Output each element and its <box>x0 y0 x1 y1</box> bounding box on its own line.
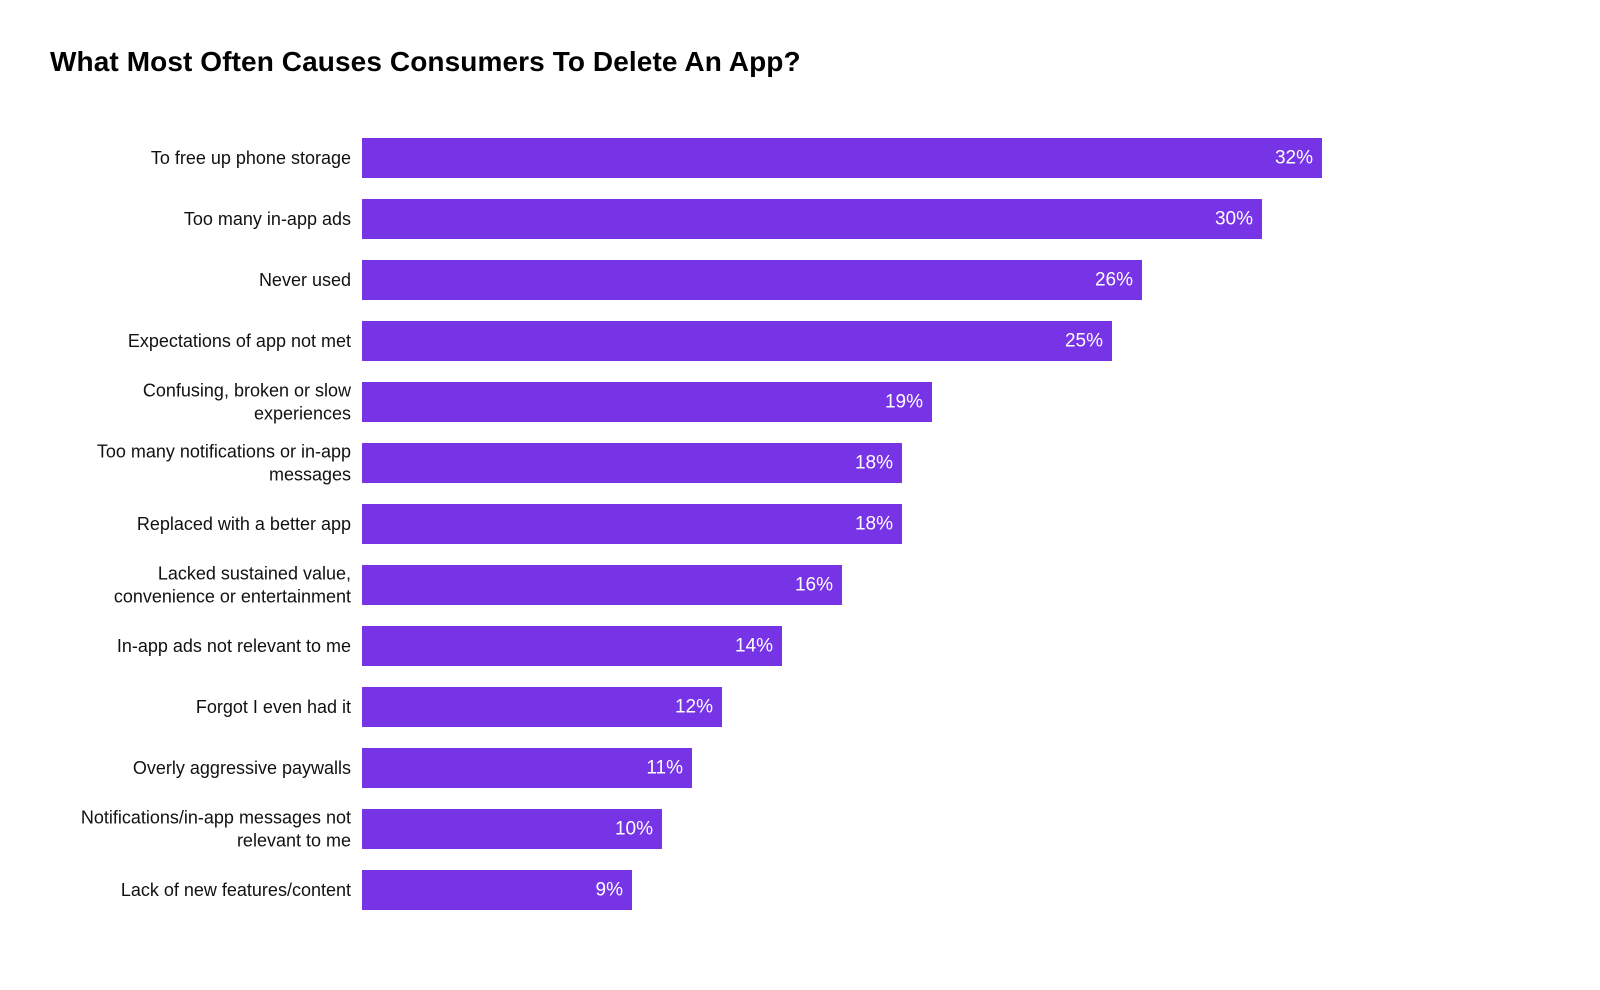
bar <box>362 138 1322 178</box>
bar-value-label: 10% <box>615 819 653 840</box>
category-label: Too many notifications or in-app messages <box>97 442 351 485</box>
bar <box>362 565 842 605</box>
category-label: In-app ads not relevant to me <box>117 636 351 656</box>
bar <box>362 443 902 483</box>
bar-value-label: 32% <box>1275 148 1313 169</box>
bar-value-label: 18% <box>855 453 893 474</box>
category-label-line: Too many in-app ads <box>184 209 351 229</box>
value-labels: 32% 30% 26% 25% 19% 18% 18% 16% 14% 12% 11% 10% 9% <box>596 148 1314 901</box>
bar-value-label: 11% <box>646 758 683 779</box>
bar <box>362 748 692 788</box>
category-label-line: Expectations of app not met <box>128 331 351 351</box>
chart-title: What Most Often Causes Consumers To Dele… <box>50 46 801 77</box>
category-label-line: Overly aggressive paywalls <box>133 758 351 778</box>
bar <box>362 626 782 666</box>
category-label: Notifications/in-app messages not relevan… <box>81 808 351 851</box>
category-label-line: messages <box>269 465 351 485</box>
category-label-line: experiences <box>254 404 351 424</box>
category-label-line: Forgot I even had it <box>196 697 351 717</box>
bar <box>362 321 1112 361</box>
bar-value-label: 26% <box>1095 270 1133 291</box>
category-label-line: convenience or entertainment <box>114 587 351 607</box>
category-label-line: Replaced with a better app <box>137 514 351 534</box>
bar-value-label: 25% <box>1065 331 1103 352</box>
category-label: Expectations of app not met <box>128 331 351 351</box>
bar-value-label: 14% <box>735 636 773 657</box>
bar <box>362 870 632 910</box>
category-label: Lack of new features/content <box>121 880 351 900</box>
category-label: To free up phone storage <box>151 148 351 168</box>
bar-value-label: 12% <box>675 697 713 718</box>
bar <box>362 687 722 727</box>
category-label-line: Lack of new features/content <box>121 880 351 900</box>
bars-layer <box>362 138 1322 910</box>
bar-value-label: 9% <box>596 880 624 901</box>
bar <box>362 809 662 849</box>
category-label-line: Lacked sustained value, <box>158 564 351 584</box>
category-label: Lacked sustained value, convenience or en… <box>114 564 351 607</box>
category-label: Forgot I even had it <box>196 697 351 717</box>
category-labels: To free up phone storage Too many in-app … <box>81 148 352 900</box>
bar-value-label: 16% <box>795 575 833 596</box>
category-label: Too many in-app ads <box>184 209 351 229</box>
category-label-line: To free up phone storage <box>151 148 351 168</box>
category-label-line: Notifications/in-app messages not <box>81 808 351 828</box>
bar <box>362 382 932 422</box>
category-label: Overly aggressive paywalls <box>133 758 351 778</box>
bar-value-label: 30% <box>1215 209 1253 230</box>
category-label-line: relevant to me <box>237 831 351 851</box>
bar <box>362 504 902 544</box>
category-label-line: Never used <box>259 270 351 290</box>
category-label: Never used <box>259 270 351 290</box>
bar <box>362 260 1142 300</box>
category-label-line: Confusing, broken or slow <box>143 381 352 401</box>
bar-value-label: 19% <box>885 392 923 413</box>
category-label-line: In-app ads not relevant to me <box>117 636 351 656</box>
category-label: Confusing, broken or slow experiences <box>143 381 352 424</box>
category-label-line: Too many notifications or in-app <box>97 442 351 462</box>
bar-value-label: 18% <box>855 514 893 535</box>
category-label: Replaced with a better app <box>137 514 351 534</box>
bar <box>362 199 1262 239</box>
